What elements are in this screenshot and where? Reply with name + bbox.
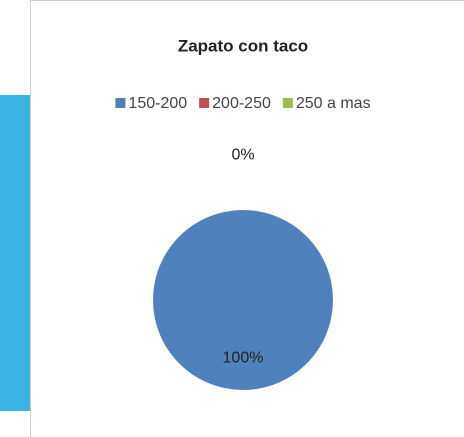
legend-label: 250 a mas [296, 95, 371, 112]
legend-swatch [115, 98, 126, 108]
data-label: 0% [231, 146, 254, 163]
legend-swatch [199, 98, 210, 108]
legend-swatch [282, 98, 293, 108]
chart-title: Zapato con taco [178, 36, 308, 55]
pie-slice [153, 210, 333, 390]
side-strip [0, 95, 31, 411]
data-label: 100% [223, 350, 264, 367]
legend-label: 150-200 [128, 95, 187, 112]
legend-label: 200-250 [212, 95, 271, 112]
